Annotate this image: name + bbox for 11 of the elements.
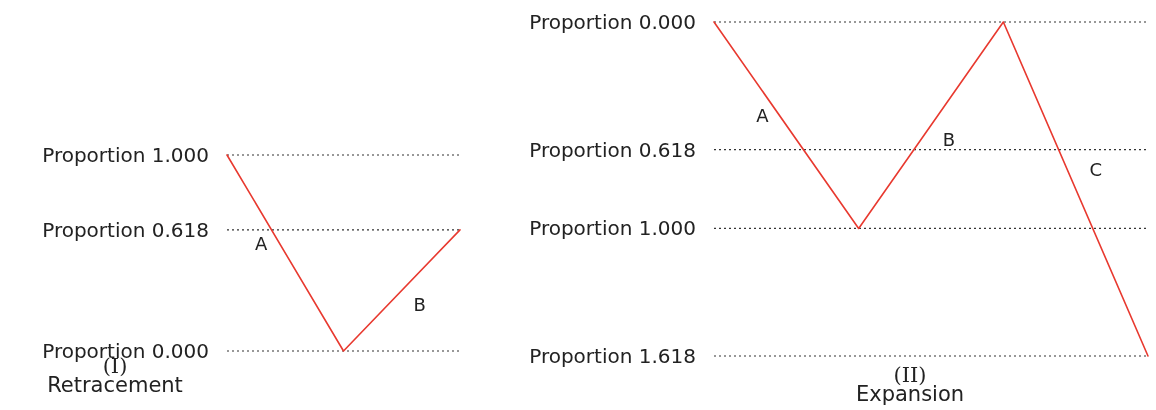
- ref-line-label: Proportion 0.618: [42, 217, 209, 242]
- ref-line-label: Proportion 0.000: [529, 10, 696, 34]
- annotation: A: [756, 104, 770, 126]
- ref-line-label: Proportion 1.000: [42, 143, 209, 167]
- annotation: C: [1089, 158, 1102, 180]
- ref-line-label: Proportion 1.000: [529, 216, 696, 241]
- ref-line-label: Proportion 1.618: [529, 344, 696, 368]
- annotation: A: [255, 232, 269, 254]
- annotation: B: [413, 293, 426, 315]
- ref-line-label: Proportion 0.618: [529, 137, 696, 162]
- annotation: B: [942, 128, 956, 150]
